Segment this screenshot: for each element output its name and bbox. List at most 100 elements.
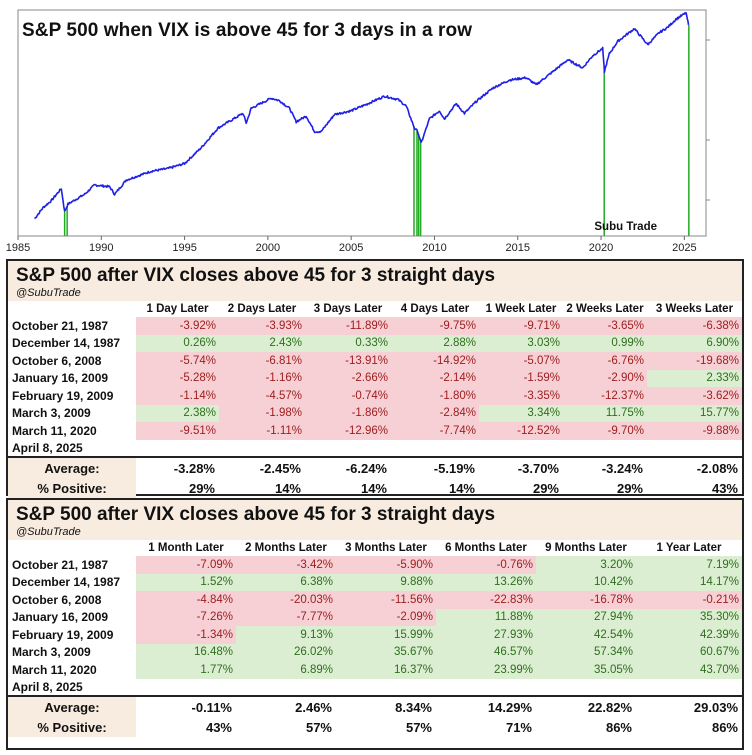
return-cell: -7.26% — [136, 608, 236, 626]
return-cell: 9.13% — [236, 626, 336, 644]
row-date: March 3, 2009 — [12, 406, 91, 421]
table-row: April 8, 2025 — [8, 439, 742, 457]
positive-value: 43% — [205, 719, 232, 735]
return-cell: -1.14% — [136, 387, 219, 405]
return-cell: 13.26% — [436, 573, 536, 591]
table-row: March 3, 2009 2.38% -1.98% -1.86% -2.84% 3.34… — [8, 404, 742, 422]
average-value: -3.70% — [479, 456, 563, 478]
long-term-returns-table: 1 Month Later 2 Months Later 3 Months Late… — [8, 540, 742, 737]
subu-trade-annotation: Subu Trade — [594, 221, 657, 233]
long-term-table-panel: S&P 500 after VIX closes above 45 for 3 … — [6, 498, 744, 750]
table-row: January 16, 2009 -5.28% -1.16% -2.66% -2.14%… — [8, 369, 742, 387]
column-header: 4 Days Later — [400, 303, 470, 315]
return-cell — [563, 439, 647, 457]
positive-value: 86% — [605, 719, 632, 735]
table-handle: @SubuTrade — [16, 287, 81, 299]
return-cell: 1.77% — [136, 661, 236, 679]
table-handle: @SubuTrade — [16, 526, 81, 538]
x-tick-label-2025: 2025 — [672, 242, 696, 254]
column-header: 1 Month Later — [148, 542, 224, 554]
return-cell: -5.28% — [136, 369, 219, 387]
return-cell: -1.86% — [305, 404, 391, 422]
x-tick-label-2020: 2020 — [589, 242, 613, 254]
return-cell — [305, 439, 391, 457]
table-row: March 11, 2020 -9.51% -1.11% -12.96% -7.74% -… — [8, 422, 742, 440]
return-cell: 42.54% — [536, 626, 636, 644]
row-date: October 21, 1987 — [12, 557, 109, 572]
return-cell: 6.38% — [236, 573, 336, 591]
row-date: March 11, 2020 — [12, 662, 97, 677]
x-tick-label-2015: 2015 — [506, 242, 530, 254]
return-cell: -12.52% — [479, 422, 563, 440]
table-row: October 6, 2008 -4.84% -20.03% -11.56% -22.8… — [8, 591, 742, 609]
column-header-row: 1 Month Later 2 Months Later 3 Months Late… — [8, 540, 742, 556]
positive-value: 14% — [274, 480, 301, 496]
table-row: April 8, 2025 — [8, 678, 742, 696]
return-cell: -1.11% — [219, 422, 305, 440]
return-cell: 7.19% — [636, 556, 742, 574]
return-cell: -0.76% — [436, 556, 536, 574]
return-cell: -12.37% — [563, 387, 647, 405]
panel-header: S&P 500 after VIX closes above 45 for 3 … — [8, 500, 742, 540]
positive-row: % Positive: 29% 14% 14% 14% 29% 29% 43% — [8, 478, 742, 498]
column-header: 2 Weeks Later — [566, 303, 644, 315]
table-row: December 14, 1987 0.26% 2.43% 0.33% 2.88% 3.0… — [8, 334, 742, 352]
positive-value: 71% — [505, 719, 532, 735]
column-header: 1 Day Later — [146, 303, 209, 315]
average-value: -5.19% — [391, 456, 479, 478]
return-cell: -9.71% — [479, 317, 563, 335]
average-value: -3.28% — [136, 456, 219, 478]
column-header: 1 Year Later — [656, 542, 722, 554]
return-cell: 2.33% — [647, 369, 742, 387]
row-date: March 11, 2020 — [12, 423, 97, 438]
return-cell: 60.67% — [636, 643, 742, 661]
return-cell: 15.99% — [336, 626, 436, 644]
return-cell: -1.98% — [219, 404, 305, 422]
return-cell: 35.67% — [336, 643, 436, 661]
return-cell: -7.09% — [136, 556, 236, 574]
column-header: 1 Week Later — [485, 303, 557, 315]
table-row: February 19, 2009 -1.34% 9.13% 15.99% 27.93%… — [8, 626, 742, 644]
return-cell: -1.16% — [219, 369, 305, 387]
x-tick-label-2005: 2005 — [339, 242, 363, 254]
return-cell: 42.39% — [636, 626, 742, 644]
return-cell: -22.83% — [436, 591, 536, 609]
positive-value: 14% — [360, 480, 387, 496]
column-header: 3 Months Later — [345, 542, 427, 554]
return-cell — [136, 439, 219, 457]
return-cell — [647, 439, 742, 457]
return-cell: 16.37% — [336, 661, 436, 679]
table-row: February 19, 2009 -1.14% -4.57% -0.74% -1.80… — [8, 387, 742, 405]
return-cell — [436, 678, 536, 696]
return-cell: 27.93% — [436, 626, 536, 644]
row-date: October 6, 2008 — [12, 592, 102, 607]
return-cell: 16.48% — [136, 643, 236, 661]
positive-value: 29% — [616, 480, 643, 496]
return-cell: 10.42% — [536, 573, 636, 591]
table-row: March 11, 2020 1.77% 6.89% 16.37% 23.99% 35.0… — [8, 661, 742, 679]
return-cell: -12.96% — [305, 422, 391, 440]
positive-row: % Positive: 43% 57% 57% 71% 86% 86% — [8, 717, 742, 737]
column-header: 3 Days Later — [313, 303, 383, 315]
return-cell — [479, 439, 563, 457]
return-cell: 11.88% — [436, 608, 536, 626]
return-cell: -6.38% — [647, 317, 742, 335]
return-cell: 27.94% — [536, 608, 636, 626]
row-date: March 3, 2009 — [12, 645, 91, 660]
average-value: -0.11% — [136, 695, 236, 717]
average-value: 14.29% — [436, 695, 536, 717]
table-row: December 14, 1987 1.52% 6.38% 9.88% 13.26% 10… — [8, 573, 742, 591]
table-row: January 16, 2009 -7.26% -7.77% -2.09% 11.88%… — [8, 608, 742, 626]
row-date: December 14, 1987 — [12, 575, 121, 590]
return-cell: 3.03% — [479, 334, 563, 352]
sp500-chart: 1985 1990 1995 2000 2005 2010 2015 2020 2025 Subu… — [0, 0, 752, 258]
return-cell: 3.34% — [479, 404, 563, 422]
table-row: October 6, 2008 -5.74% -6.81% -13.91% -14.92… — [8, 352, 742, 370]
positive-value: 43% — [711, 480, 738, 496]
return-cell: -9.70% — [563, 422, 647, 440]
column-header: 3 Weeks Later — [655, 303, 734, 315]
positive-value: 57% — [405, 719, 432, 735]
sp500-series-line — [34, 11, 690, 220]
return-cell: -5.07% — [479, 352, 563, 370]
return-cell — [219, 439, 305, 457]
